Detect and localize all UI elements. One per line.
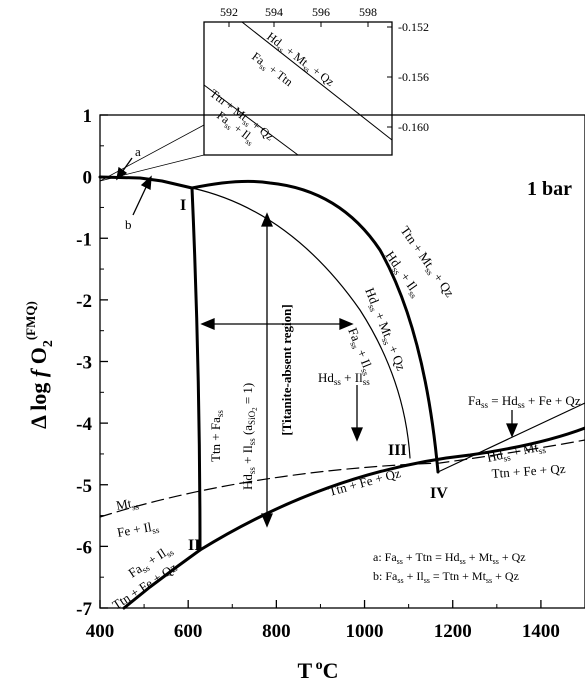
inset: 592 594 596 598 -0.152 -0.156 -0.160 Hds… [203,5,429,156]
y-tick-label: -4 [76,414,92,435]
curve-mt-dashed [99,439,585,518]
y-tick-label: 1 [83,106,93,127]
y-tick-label: 0 [83,168,93,189]
legend-a: a: Fass + Ttn = Hdss + Mtss + Qz [373,550,526,566]
letter-b: b [125,217,132,232]
point-IV: IV [430,485,448,502]
arrow-b [132,182,149,216]
y-axis-ticks: 1 0 -1 -2 -3 -4 -5 -6 -7 [76,106,108,620]
inset-curve-a [241,21,393,141]
y-tick-label: -7 [76,599,92,620]
y-axis-title: Δ log f O2(FMQ) [23,301,56,429]
letter-a: a [135,144,141,159]
x-tick-label: 400 [86,621,115,642]
inset-label-hd: Hdss + Mtss + Qz [263,29,337,90]
inset-y-tick-0160: -0.160 [398,120,429,134]
point-III: III [388,442,407,459]
y-tick-label: -3 [76,353,92,374]
plot-frame [99,114,585,609]
x-tick-label: 600 [174,621,203,642]
x-tick-label: 1400 [522,621,560,642]
inset-x-tick-592: 592 [220,5,238,19]
inset-x-tick-598: 598 [359,5,377,19]
pressure-label: 1 bar [527,178,572,200]
inset-y-tick-0152: -0.152 [398,20,429,34]
x-axis-ticks: 400 600 800 1000 1200 1400 [86,600,560,642]
curve-dome-I-IV [190,179,440,474]
label-hdss-ilss: Hdss + Ilss (aSiO2 = 1) [240,383,259,490]
arrows [116,157,518,528]
x-tick-label: 1000 [346,621,384,642]
inset-x-ticks: 592 594 596 598 [220,5,377,27]
y-tick-label: -5 [76,476,92,497]
x-tick-label: 800 [262,621,291,642]
inset-y-ticks: -0.152 -0.156 -0.160 [387,20,429,134]
y-tick-label: -1 [76,229,92,250]
curve-vertical-I-II [190,186,202,552]
label-hd-il-iii: Hdss + Ilss [318,370,370,387]
label-right-upper: Fass = Hdss + Fe + Qz [468,393,581,410]
label-right-low: Ttn + Fe + Qz [491,461,566,481]
zoom-connector-2 [99,124,205,182]
curve-right-upper [437,402,585,473]
inset-y-tick-0156: -0.156 [398,70,429,84]
label-top-curve-ttn: Ttn + Mtss + Qz [396,223,458,301]
inset-x-tick-596: 596 [312,5,330,19]
label-mtss: Mtss [115,494,140,515]
region-label: [Titanite-absent region] [279,304,294,435]
curve-thin-dome [191,187,411,459]
legend-b: b: Fass + Ilss = Ttn + Mtss + Qz [373,569,519,585]
label-ttn-fass: Ttn + Fass [208,410,225,462]
y-tick-label: -2 [76,291,92,312]
label-right-mid: Hdss + Mtss [486,438,548,467]
inset-x-tick-594: 594 [265,5,283,19]
inset-curve-b [203,84,299,156]
point-II: II [188,537,200,554]
x-tick-label: 1200 [434,621,472,642]
label-fe-ilss: Fe + Ilss [116,518,161,542]
y-tick-label: -6 [76,537,92,558]
x-axis-title: T oC [297,658,338,683]
inset-frame [203,21,393,156]
point-I: I [180,197,186,214]
